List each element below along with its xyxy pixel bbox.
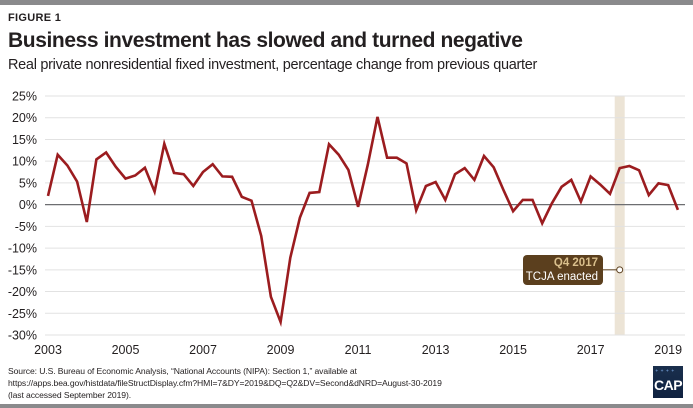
figure-label: FIGURE 1 <box>8 12 62 24</box>
x-tick-label: 2003 <box>34 343 62 357</box>
y-tick-label: 25% <box>12 90 37 104</box>
bottom-border <box>0 404 693 408</box>
y-tick-label: -20% <box>8 285 37 299</box>
chart-title: Business investment has slowed and turne… <box>8 29 523 52</box>
annotation-text: TCJA enacted <box>525 271 598 283</box>
y-tick-label: 15% <box>12 133 37 147</box>
y-tick-label: -25% <box>8 307 37 321</box>
source-line-3: (last accessed September 2019). <box>8 390 132 400</box>
y-tick-label: -15% <box>8 263 37 277</box>
x-tick-label: 2013 <box>422 343 450 357</box>
y-tick-label: -5% <box>15 220 37 234</box>
y-tick-label: 10% <box>12 155 37 169</box>
x-tick-label: 2009 <box>267 343 295 357</box>
chart-subtitle: Real private nonresidential fixed invest… <box>8 57 538 73</box>
x-tick-label: 2011 <box>345 343 372 357</box>
source-line-2: https://apps.bea.gov/histdata/fileStruct… <box>8 378 442 388</box>
annotation-marker-icon <box>616 266 624 274</box>
source-line-1: Source: U.S. Bureau of Economic Analysis… <box>8 366 357 376</box>
x-tick-label: 2017 <box>577 343 605 357</box>
cap-logo: ✦✦✦✦ CAP <box>653 366 683 398</box>
annotation-title: Q4 2017 <box>553 257 598 269</box>
y-tick-label: 0% <box>19 198 37 212</box>
x-tick-label: 2019 <box>654 343 682 357</box>
highlight-band-q4-2017 <box>614 96 625 335</box>
line-chart: 25%20%15%10%5%0%-5%-10%-15%-20%-25%-30% … <box>8 90 685 357</box>
y-tick-label: 5% <box>19 176 37 190</box>
annotation-callout: Q4 2017 TCJA enacted <box>523 255 603 285</box>
logo-stars-icon: ✦✦✦✦ <box>655 368 677 373</box>
x-tick-label: 2007 <box>189 343 217 357</box>
logo-text: CAP <box>653 377 683 393</box>
y-tick-label: -30% <box>8 329 37 343</box>
series-line <box>46 116 680 328</box>
x-tick-label: 2005 <box>112 343 140 357</box>
y-tick-label: 20% <box>12 111 37 125</box>
y-tick-label: -10% <box>8 242 37 256</box>
top-border <box>0 0 693 5</box>
x-tick-label: 2015 <box>499 343 527 357</box>
source-note: Source: U.S. Bureau of Economic Analysis… <box>8 365 608 401</box>
